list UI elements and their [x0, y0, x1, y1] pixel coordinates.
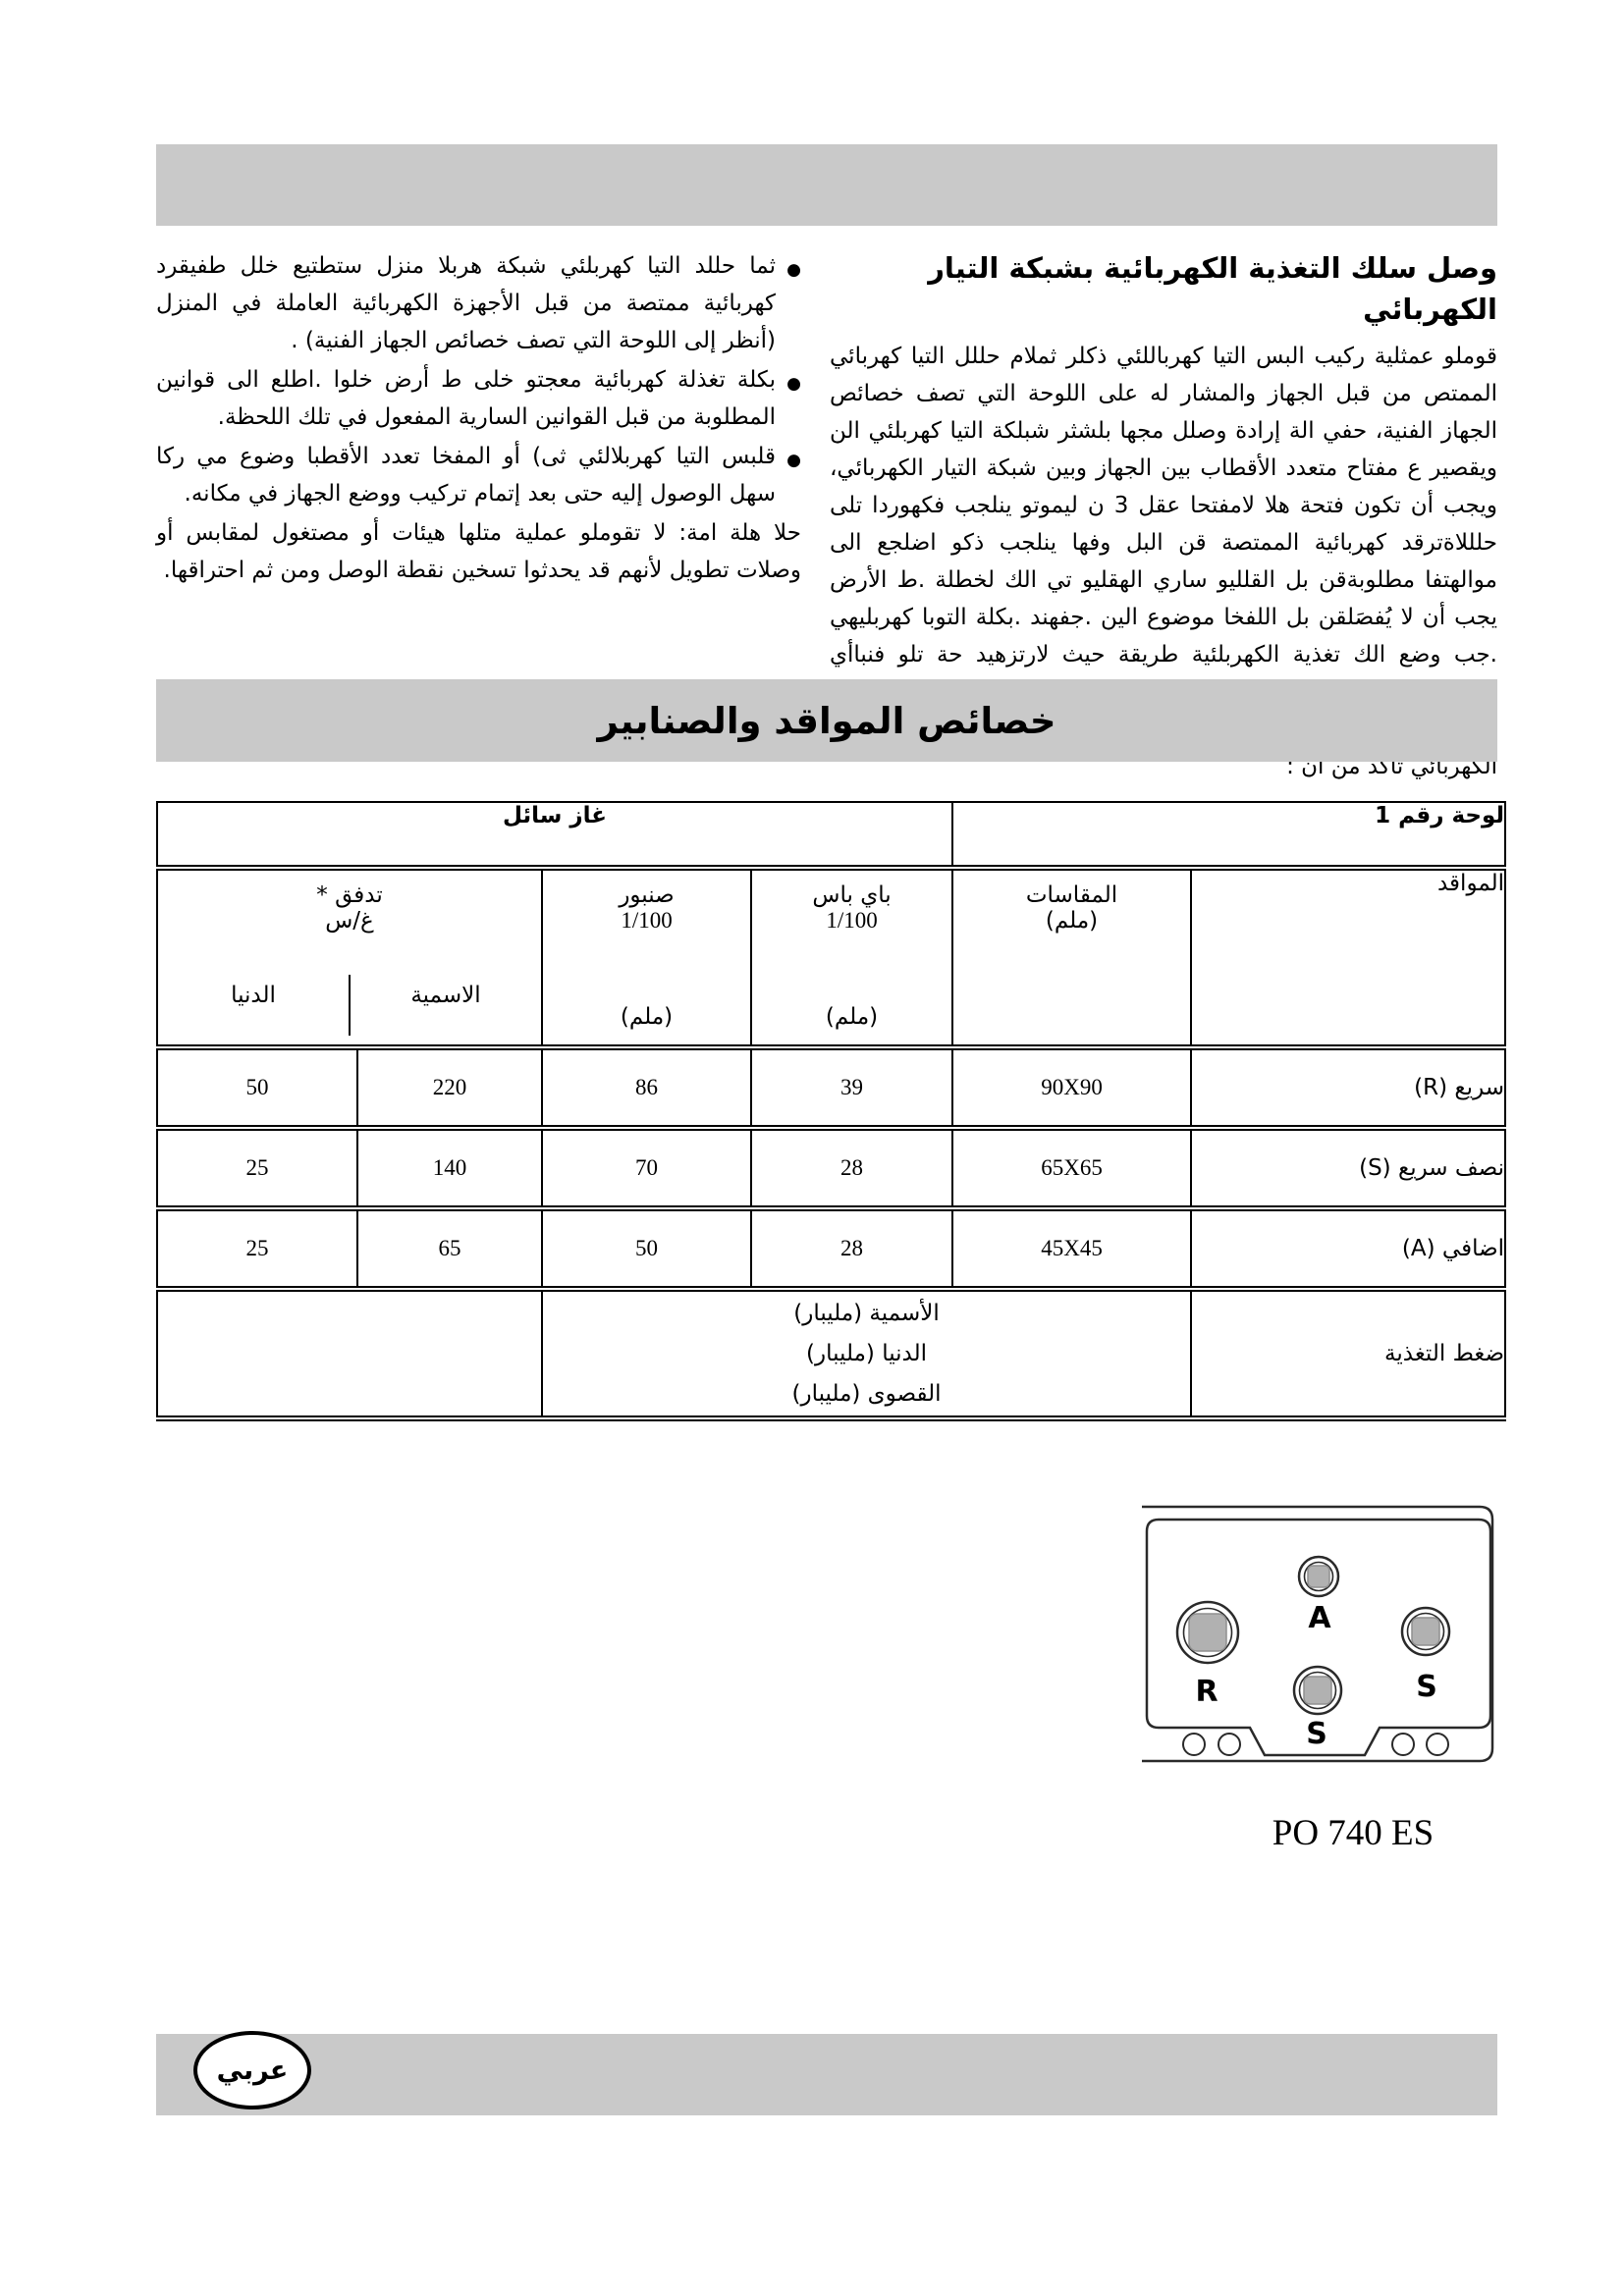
burner-dimensions: 45X45 [951, 1207, 1193, 1292]
burner-spec-table: لوحة رقم 1 غاز سائل المواقد المقاسات (مل… [155, 801, 1507, 1421]
burner-nozzle: 86 [541, 1046, 753, 1131]
table-caption-row: لوحة رقم 1 غاز سائل [155, 801, 1507, 871]
table-caption-board: لوحة رقم 1 [951, 801, 1507, 871]
table-row-rapid: سريع (R) 90X90 39 86 220 50 [155, 1046, 1507, 1131]
pressure-nominal: الأسمية (مليبار) [793, 1300, 940, 1326]
list-item: قلبس التيا كهربلالئي ثى) أو المفخا تعدد … [156, 438, 801, 512]
footer-bar [156, 2034, 1497, 2115]
header-nominal: الاسمية [410, 983, 481, 1008]
header-nozzle: صنبور 1/100 (ملم) [541, 867, 753, 1050]
header-flow: تدفق * غ/س الاسمية الدنيا [155, 867, 544, 1050]
list-item-text: قلبس التيا كهربلالئي ثى) أو المفخا تعدد … [156, 444, 776, 507]
intro-heading: وصل سلك التغذية الكهربائية بشبكة التيار … [928, 251, 1497, 326]
model-number: PO 740 ES [1272, 1813, 1435, 1853]
header-flow-label: تدفق * [316, 882, 383, 908]
burner-label-s-bottom: S [1306, 1717, 1327, 1751]
burner-flow-nominal: 140 [356, 1127, 544, 1211]
header-dimensions-label: المقاسات [1025, 882, 1118, 908]
intro-left-column: ثما حللد التيا كهربلئي شبكة هربلا منزل س… [156, 247, 801, 589]
hob-panel-outline [1145, 1518, 1492, 1757]
burner-bypass: 28 [750, 1127, 954, 1211]
header-burners: المواقد [1190, 867, 1507, 1050]
table-header-row: المواقد المقاسات (ملم) باي باس 1/100 (مل… [155, 867, 1507, 1050]
header-nozzle-unit: (ملم) [620, 1004, 674, 1030]
burner-label-s-right: S [1416, 1670, 1437, 1704]
header-bar [156, 144, 1497, 226]
burner-nozzle: 70 [541, 1127, 753, 1211]
table-row-semirapid: نصف سريع (S) 65X65 28 70 140 25 [155, 1127, 1507, 1211]
list-item: ثما حللد التيا كهربلئي شبكة هربلا منزل س… [156, 247, 801, 359]
burner-flow-reduced: 25 [155, 1127, 359, 1211]
warning-paragraph: حلا هلة امة: لا تقوملو عملية متلها هيئات… [156, 520, 801, 583]
header-bypass: باي باس 1/100 (ملم) [750, 867, 954, 1050]
header-bypass-frac: 1/100 [826, 908, 878, 933]
burner-dimensions: 90X90 [951, 1046, 1193, 1131]
header-dimensions: المقاسات (ملم) [951, 867, 1193, 1050]
language-badge: عربي [193, 2031, 311, 2109]
burner-label-a: A [1308, 1601, 1331, 1635]
bullet-icon [776, 247, 801, 359]
table-row-pressure: ضغط التغذية الأسمية (مليبار) الدنيا (ملي… [155, 1288, 1507, 1421]
burner-name: اضافي (A) [1190, 1207, 1507, 1292]
list-item-text: بكلة تغذلة كهربائية معجتو خلى ط أرض خلوا… [156, 367, 776, 430]
pressure-minimum: الدنيا (مليبار) [806, 1340, 928, 1366]
hob-outer-outline [1142, 1505, 1494, 1763]
burner-flow-reduced: 25 [155, 1207, 359, 1292]
burner-flow-nominal: 220 [356, 1046, 544, 1131]
bullet-icon [776, 361, 801, 436]
section-title: خصائص المواقد والصنابير [597, 699, 1056, 742]
header-flow-unit: غ/س [325, 908, 374, 934]
burner-rapid-r [1175, 1600, 1240, 1665]
header-bypass-unit: (ملم) [825, 1004, 879, 1030]
header-nozzle-label: صنبور [619, 882, 675, 908]
burner-name: سريع (R) [1190, 1046, 1507, 1131]
table-row-auxiliary: اضافي (A) 45X45 28 50 65 25 [155, 1207, 1507, 1292]
burner-bypass: 39 [750, 1046, 954, 1131]
burner-semirapid-s-right [1400, 1606, 1451, 1657]
header-reduced: الدنيا [158, 975, 351, 1036]
list-item: بكلة تغذلة كهربائية معجتو خلى ط أرض خلوا… [156, 361, 801, 436]
burner-semirapid-s-bottom [1292, 1665, 1343, 1716]
burner-label-r: R [1195, 1675, 1218, 1709]
burner-dimensions: 65X65 [951, 1127, 1193, 1211]
list-item-text: ثما حللد التيا كهربلئي شبكة هربلا منزل س… [156, 253, 776, 353]
burner-name: نصف سريع (S) [1190, 1127, 1507, 1211]
section-title-bar: خصائص المواقد والصنابير [156, 679, 1497, 762]
burner-bypass: 28 [750, 1207, 954, 1292]
burner-flow-nominal: 65 [356, 1207, 544, 1292]
burner-nozzle: 50 [541, 1207, 753, 1292]
pressure-maximum: القصوى (مليبار) [791, 1380, 942, 1407]
bullet-icon [776, 438, 801, 512]
pressure-values: الأسمية (مليبار) الدنيا (مليبار) القصوى … [541, 1288, 1193, 1421]
header-dimensions-unit: (ملم) [1045, 908, 1099, 934]
header-bypass-label: باي باس [812, 882, 892, 908]
burner-auxiliary-a [1297, 1555, 1340, 1598]
header-nozzle-frac: 1/100 [621, 908, 673, 933]
pressure-empty-cell [155, 1288, 544, 1421]
table-caption-gas: غاز سائل [155, 801, 954, 871]
control-knobs [1182, 1733, 1449, 1756]
pressure-label: ضغط التغذية [1190, 1288, 1507, 1421]
hob-diagram: A R S S [1142, 1505, 1494, 1763]
burner-flow-reduced: 50 [155, 1046, 359, 1131]
